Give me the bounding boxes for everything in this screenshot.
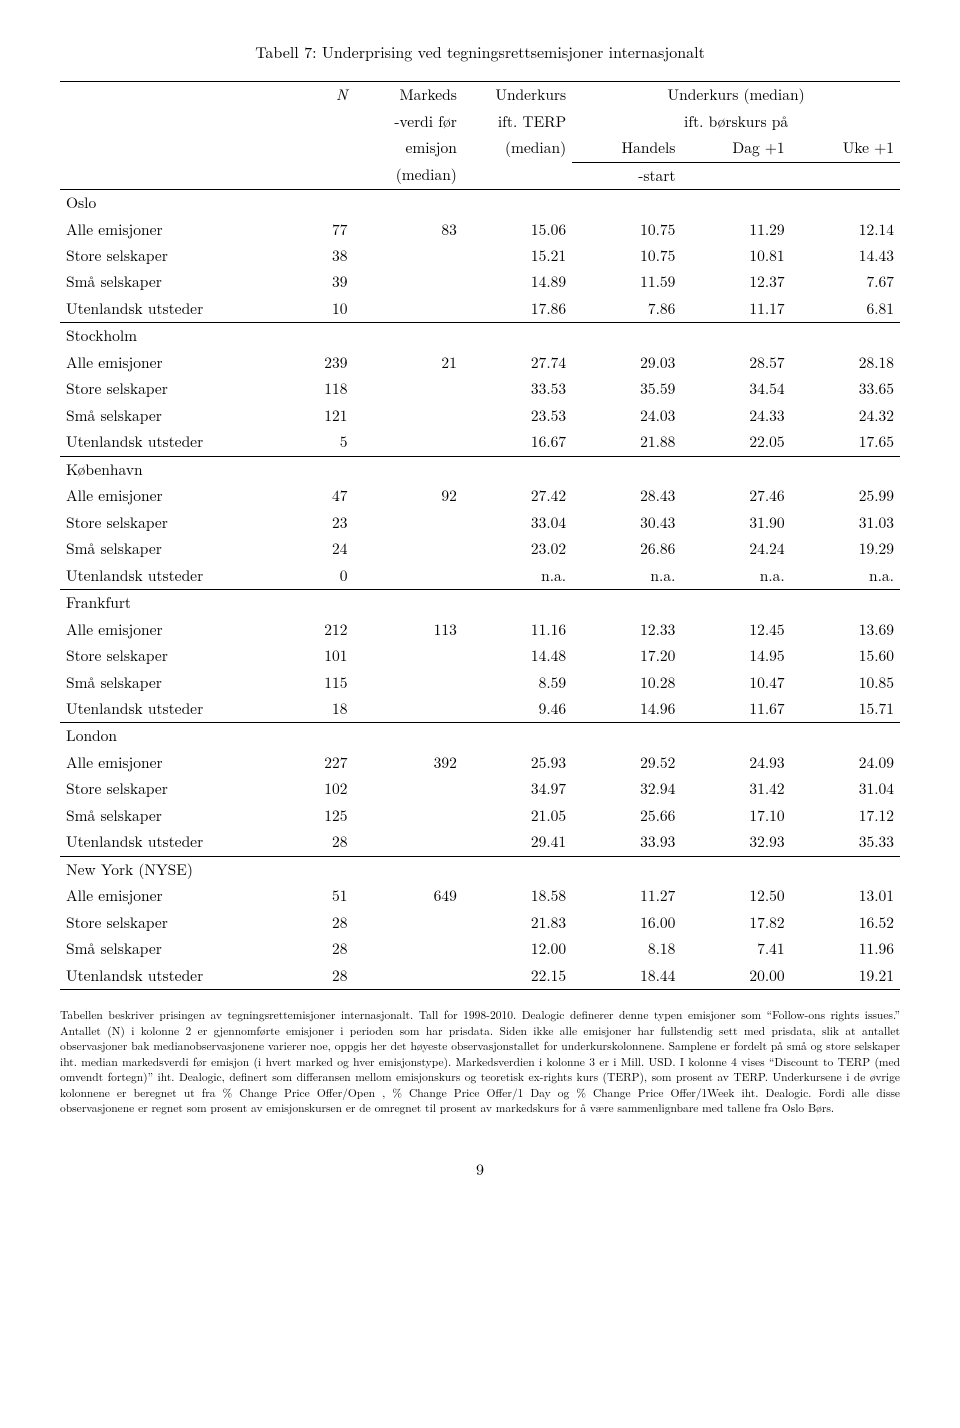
table-row: Små selskaper2812.008.187.4111.96 (60, 936, 900, 962)
table-row: Store selskaper2821.8316.0017.8216.52 (60, 910, 900, 936)
table-row: Små selskaper2423.0226.8624.2419.29 (60, 536, 900, 562)
col-n: N (287, 82, 353, 109)
table-row: Store selskaper2333.0430.4331.9031.03 (60, 510, 900, 536)
table-row: Alle emisjoner479227.4228.4327.4625.99 (60, 483, 900, 509)
group-header: København (60, 456, 900, 483)
table-row: Utenlandsk utsteder0n.a.n.a.n.a.n.a. (60, 563, 900, 590)
table-row: Store selskaper11833.5335.5934.5433.65 (60, 376, 900, 402)
col-underkurs: Underkurs (463, 82, 572, 109)
table-row: Utenlandsk utsteder2822.1518.4420.0019.2… (60, 963, 900, 990)
table-row: Utenlandsk utsteder2829.4133.9332.9335.3… (60, 829, 900, 856)
table-footnote: Tabellen beskriver prisingen av tegnings… (60, 1008, 900, 1117)
table-row: Utenlandsk utsteder189.4614.9611.6715.71 (60, 696, 900, 723)
page-number: 9 (60, 1157, 900, 1180)
table-row: Små selskaper12123.5324.0324.3324.32 (60, 403, 900, 429)
data-table: N Markeds Underkurs Underkurs (median) -… (60, 81, 900, 990)
table-row: Alle emisjoner22739225.9329.5224.9324.09 (60, 750, 900, 776)
col-median-group: Underkurs (median) (572, 82, 900, 109)
table-row: Små selskaper12521.0525.6617.1017.12 (60, 803, 900, 829)
table-row: Utenlandsk utsteder516.6721.8822.0517.65 (60, 429, 900, 456)
group-header: Frankfurt (60, 590, 900, 617)
group-header: Oslo (60, 190, 900, 217)
group-header: New York (NYSE) (60, 856, 900, 883)
table-row: Utenlandsk utsteder1017.867.8611.176.81 (60, 296, 900, 323)
table-row: Små selskaper1158.5910.2810.4710.85 (60, 670, 900, 696)
group-header: London (60, 723, 900, 750)
table-row: Alle emisjoner2392127.7429.0328.5728.18 (60, 350, 900, 376)
table-row: Store selskaper10114.4817.2014.9515.60 (60, 643, 900, 669)
group-header: Stockholm (60, 323, 900, 350)
table-row: Store selskaper3815.2110.7510.8114.43 (60, 243, 900, 269)
table-row: Alle emisjoner5164918.5811.2712.5013.01 (60, 883, 900, 909)
table-row: Store selskaper10234.9732.9431.4231.04 (60, 776, 900, 802)
table-title: Tabell 7: Underprising ved tegningsretts… (60, 40, 900, 63)
table-row: Alle emisjoner778315.0610.7511.2912.14 (60, 217, 900, 243)
col-markeds: Markeds (354, 82, 463, 109)
table-row: Små selskaper3914.8911.5912.377.67 (60, 269, 900, 295)
table-row: Alle emisjoner21211311.1612.3312.4513.69 (60, 617, 900, 643)
